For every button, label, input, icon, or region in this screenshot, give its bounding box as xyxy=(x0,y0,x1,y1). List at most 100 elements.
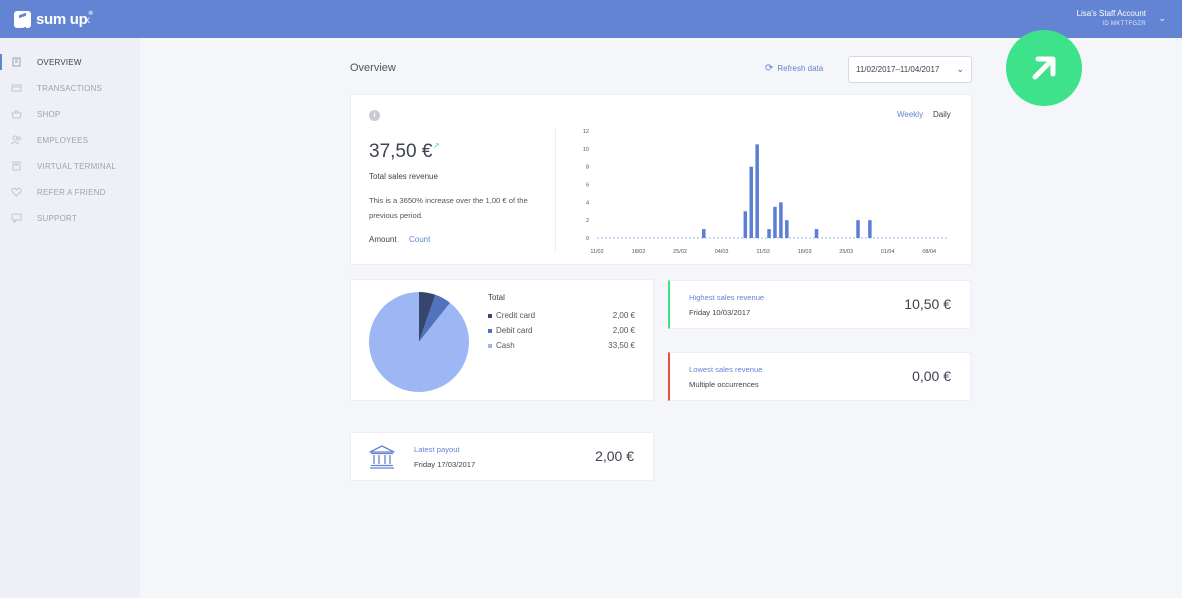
pie-slice[interactable] xyxy=(419,292,436,342)
lowest-sales-card: Lowest sales revenue Multiple occurrence… xyxy=(668,352,971,401)
shop-icon xyxy=(11,109,23,119)
lowest-sales-link[interactable]: Lowest sales revenue xyxy=(689,365,763,374)
legend-title: Total xyxy=(488,293,505,302)
x-tick-label: 08/04 xyxy=(922,249,936,255)
total-revenue-label: Total sales revenue xyxy=(369,172,438,181)
sidebar-item-label: SUPPORT xyxy=(37,213,77,223)
y-tick-label: 2 xyxy=(586,218,589,224)
chevron-down-icon[interactable]: ⌄ xyxy=(1158,13,1166,23)
chart-bar[interactable] xyxy=(773,206,777,238)
x-tick-label: 11/02 xyxy=(590,249,603,255)
legend-swatch xyxy=(488,329,492,333)
legend-name: Debit card xyxy=(496,326,533,335)
chart-bar[interactable] xyxy=(856,220,860,238)
chart-bar[interactable] xyxy=(779,202,783,238)
y-tick-label: 4 xyxy=(586,200,589,206)
y-tick-label: 0 xyxy=(586,236,589,242)
terminal-icon xyxy=(11,161,23,171)
x-tick-label: 11/03 xyxy=(756,249,769,255)
chart-bar[interactable] xyxy=(814,229,819,238)
toggle-amount[interactable]: Amount xyxy=(369,235,397,244)
pie-slice[interactable] xyxy=(369,292,469,392)
legend-item: Debit card 2,00 € xyxy=(488,326,635,338)
highest-sales-link[interactable]: Highest sales revenue xyxy=(689,293,765,302)
highest-sales-value: 10,50 € xyxy=(904,296,951,312)
transactions-icon xyxy=(11,83,23,93)
sidebar-item-label: OVERVIEW xyxy=(37,57,82,67)
sidebar-item-transactions[interactable]: TRANSACTIONS xyxy=(0,75,140,101)
total-revenue-value: 37,50 € xyxy=(369,141,433,162)
sidebar-item-support[interactable]: SUPPORT xyxy=(0,205,140,231)
divider xyxy=(555,127,556,252)
sidebar-item-label: REFER A FRIEND xyxy=(37,187,106,197)
chart-bar[interactable] xyxy=(767,229,771,238)
latest-payout-link[interactable]: Latest payout xyxy=(414,445,460,454)
legend-value: 2,00 € xyxy=(612,326,635,335)
legend-item: Credit card 2,00 € xyxy=(488,311,635,323)
sidebar-item-label: EMPLOYEES xyxy=(37,135,89,145)
pie-slice[interactable] xyxy=(419,294,451,342)
sidebar-item-virtual-terminal[interactable]: VIRTUAL TERMINAL xyxy=(0,153,140,179)
sidebar-item-label: TRANSACTIONS xyxy=(37,83,103,93)
lowest-sales-note: Multiple occurrences xyxy=(689,380,759,389)
page-title: Overview xyxy=(350,62,396,74)
revenue-card: i 37,50 € ↗ Total sales revenue This is … xyxy=(350,94,972,265)
sumup-logo[interactable]: sum up® xyxy=(14,10,93,28)
legend-name: Credit card xyxy=(496,311,536,320)
legend-swatch xyxy=(488,314,492,318)
refresh-icon: ⟳ xyxy=(765,63,774,74)
sidebar-item-refer-a-friend[interactable]: REFER A FRIEND xyxy=(0,179,140,205)
refresh-label: Refresh data xyxy=(777,64,824,73)
top-bar: sum up® ‹ Lisa's Staff Account ID MKTTFG… xyxy=(0,0,1182,38)
info-icon[interactable]: i xyxy=(369,110,380,121)
latest-payout-card: Latest payout Friday 17/03/2017 2,00 € xyxy=(350,432,654,481)
chart-bar[interactable] xyxy=(702,229,706,238)
chart-bar[interactable] xyxy=(785,220,789,238)
lowest-sales-value: 0,00 € xyxy=(912,368,951,384)
highest-sales-card: Highest sales revenue Friday 10/03/2017 … xyxy=(668,280,971,329)
x-tick-label: 18/03 xyxy=(798,249,812,255)
sales-bar-chart: 0 2 4 6 8 10 12 11/02 18/02 25/02 04/03 11/03 18/03 2… xyxy=(583,129,947,255)
sidebar-item-employees[interactable]: EMPLOYEES xyxy=(0,127,140,153)
chart-bar[interactable] xyxy=(749,166,753,238)
sidebar: OVERVIEW TRANSACTIONS SHOP EMPLOYEES VIR… xyxy=(0,38,140,598)
payment-pie-chart xyxy=(369,292,469,392)
account-menu[interactable]: Lisa's Staff Account ID MKTTFGZR xyxy=(1077,9,1146,27)
refresh-data-button[interactable]: ⟳ Refresh data xyxy=(765,63,823,74)
legend-value: 33,50 € xyxy=(608,341,635,350)
legend-item: Cash 33,50 € xyxy=(488,341,635,353)
revenue-description: This is a 3650% increase over the 1,00 €… xyxy=(369,196,528,220)
legend-name: Cash xyxy=(496,341,515,350)
sidebar-item-label: SHOP xyxy=(37,109,61,119)
chart-bar[interactable] xyxy=(868,220,872,238)
sidebar-item-label: VIRTUAL TERMINAL xyxy=(37,161,117,171)
chart-bar[interactable] xyxy=(755,144,759,238)
building-icon xyxy=(11,57,23,67)
latest-payout-date: Friday 17/03/2017 xyxy=(414,460,476,469)
x-tick-label: 25/02 xyxy=(673,249,687,255)
logo-text: sum up® xyxy=(36,10,93,28)
x-tick-label: 04/03 xyxy=(715,249,729,255)
trend-up-icon: ↗ xyxy=(433,141,440,150)
period-weekly[interactable]: Weekly xyxy=(897,110,924,119)
chevron-down-icon: ⌄ xyxy=(956,64,964,74)
account-name: Lisa's Staff Account xyxy=(1076,9,1146,18)
chat-icon xyxy=(11,213,23,224)
employees-icon xyxy=(11,135,23,145)
chevron-left-icon[interactable]: ‹ xyxy=(86,11,91,27)
y-tick-label: 8 xyxy=(586,165,589,171)
sidebar-item-overview[interactable]: OVERVIEW xyxy=(0,49,140,75)
period-daily[interactable]: Daily xyxy=(933,110,951,119)
latest-payout-value: 2,00 € xyxy=(595,448,634,464)
arrow-up-right-icon[interactable] xyxy=(1006,30,1082,106)
chart-bar[interactable] xyxy=(743,211,748,238)
sumup-logo-icon xyxy=(14,10,31,28)
toggle-count[interactable]: Count xyxy=(409,235,431,244)
account-id: ID MKTTFGZR xyxy=(1102,21,1146,27)
legend-swatch xyxy=(488,344,492,348)
x-tick-label: 18/02 xyxy=(632,249,646,255)
date-range-select[interactable]: 11/02/2017–11/04/2017 ⌄ xyxy=(848,56,972,83)
sidebar-item-shop[interactable]: SHOP xyxy=(0,101,140,127)
payment-methods-card: Total Credit card 2,00 € Debit card 2,00… xyxy=(350,279,654,401)
bank-icon xyxy=(369,445,395,474)
